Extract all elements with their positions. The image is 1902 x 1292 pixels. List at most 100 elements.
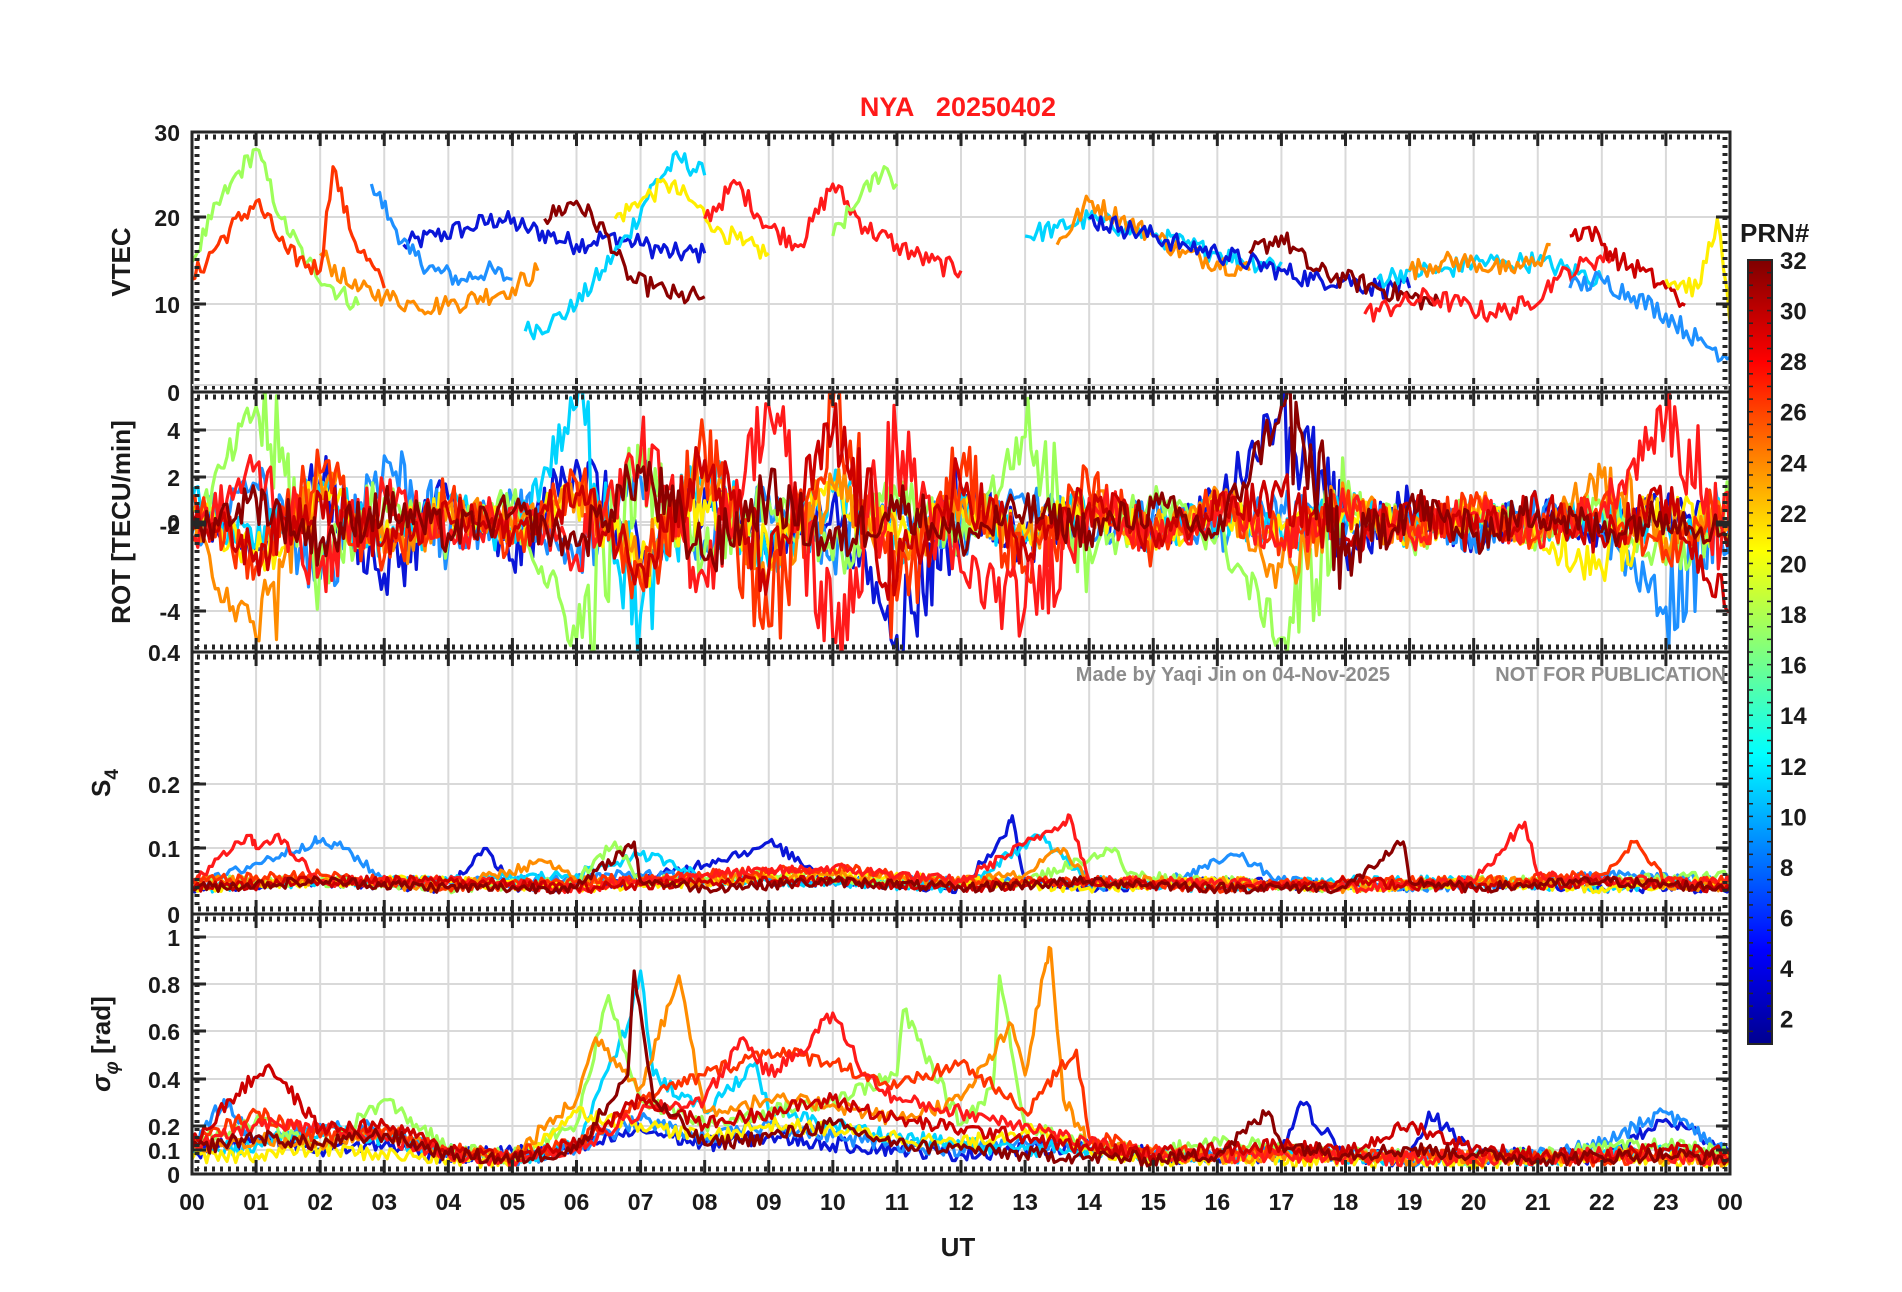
rot-series-group [192,392,1730,652]
colorbar-tick-label: 14 [1780,703,1807,730]
colorbar-tick-label: 30 [1780,299,1807,326]
rot-y-label: ROT [TECU/min] [106,420,136,624]
vtec-series-line [318,249,540,316]
sigma_phi-y-tick-label: 0.6 [148,1019,180,1045]
s4-y-tick-label: 0.1 [148,836,180,862]
rot-y-tick-label: -2 [160,513,180,539]
vtec-series-line [192,165,386,289]
vtec-series-group [192,147,1730,363]
x-tick-label: 11 [885,1189,910,1215]
vtec-series-line [369,183,513,286]
sigma_phi-y-tick-label: 1 [167,925,180,951]
x-tick-label: 13 [1012,1189,1038,1215]
colorbar-tick-label: 8 [1780,855,1793,882]
vtec-y-tick-label: 0 [167,380,180,406]
rot-y-tick-label: 0 [167,510,180,536]
x-tick-label: 22 [1589,1189,1615,1215]
watermark-author: Made by Yaqi Jin on 04-Nov-2025 [1076,664,1390,686]
x-tick-label: 15 [1140,1189,1166,1215]
sigma_phi-y-label: σφ [rad] [86,996,123,1092]
x-tick-label: 14 [1076,1189,1102,1215]
rot-series-line [192,392,1730,640]
panel-s4: 0 0.1 0.2 0.4 S4 [86,640,1732,928]
panel-rot: -4 -20 2 4 ROT [TECU/min] [106,384,1732,654]
colorbar-tick-label: 28 [1780,349,1807,376]
x-tick-label: 00 [1717,1189,1743,1215]
vtec-series-line [1408,242,1551,281]
sigma_phi-y-tick-label: 0.4 [148,1067,180,1093]
x-tick-label: 07 [628,1189,654,1215]
x-tick-label: 08 [692,1189,718,1215]
vtec-series-line [1248,231,1443,311]
s4-series-line [192,839,1730,895]
vtec-series-line [402,210,707,264]
sigma_phi-series-line [192,1063,1730,1165]
colorbar-tick-label: 12 [1780,754,1807,781]
x-tick-label: 17 [1269,1189,1295,1215]
x-tick-label: 01 [243,1189,269,1215]
colorbar-tick-label: 16 [1780,653,1807,680]
colorbar-tick-label: 20 [1780,551,1807,578]
vtec-series-line [1569,225,1686,308]
sigma_phi-series-group [192,945,1730,1171]
vtec-series-line [831,165,899,237]
sigma_phi-y-tick-label: 0 [167,1162,180,1188]
vtec-series-line [192,147,361,311]
vtec-series-line [703,179,963,279]
colorbar-tick-label: 26 [1780,400,1807,427]
sigma_phi-y-tick-label: 0.1 [148,1138,180,1164]
vtec-series-line [613,178,770,260]
x-tick-label: 06 [564,1189,590,1215]
colorbar-tick-label: 2 [1780,1007,1793,1034]
x-tick-label: 16 [1205,1189,1231,1215]
sigma_phi-y-tick-label: 0.2 [148,1114,180,1140]
x-tick-label: 00 [179,1189,205,1215]
vtec-series-line [1568,270,1730,363]
vtec-y-tick-label: 20 [154,205,180,231]
x-tick-label: 19 [1397,1189,1423,1215]
x-tick-label: 10 [820,1189,846,1215]
sigma_phi-y-tick-label: 0.8 [148,972,180,998]
vtec-y-tick-label: 30 [154,120,180,146]
s4-y-tick-label: 0.2 [148,772,180,798]
panel-sigma_phi: 00.10.2 0.4 0.6 0.8 1 σφ [rad] [86,912,1732,1188]
colorbar-tick-label: 18 [1780,602,1807,629]
colorbar-tick-label: 10 [1780,804,1807,831]
colorbar-tick-label: 22 [1780,501,1807,528]
x-tick-label: 04 [436,1189,462,1215]
x-tick-labels: 00 01 02 03 04 05 06 07 08 09 10 11 12 13 14 15 16 17 18 19… [179,1189,1743,1215]
x-tick-label: 18 [1333,1189,1359,1215]
s4-series-group [192,813,1730,895]
x-tick-label: 03 [371,1189,397,1215]
x-tick-label: 21 [1525,1189,1551,1215]
vtec-series-line [543,199,706,305]
x-tick-label: 05 [500,1189,526,1215]
x-tick-label: 12 [948,1189,974,1215]
rot-y-tick-label: 2 [167,465,180,491]
watermark-notice: NOT FOR PUBLICATION [1495,664,1726,686]
sigma_phi-series-line [192,969,1730,1168]
x-axis-label: UT [941,1232,976,1262]
colorbar-tick-label: 4 [1780,956,1794,983]
colorbar-title: PRN# [1740,218,1810,248]
x-tick-label: 02 [307,1189,333,1215]
vtec-series-line [523,150,707,341]
x-tick-label: 23 [1653,1189,1679,1215]
colorbar-tick-label: 24 [1780,450,1807,477]
rot-y-tick-label: -4 [160,599,181,625]
vtec-series-line [1664,217,1730,323]
rot-y-tick-label: 4 [167,418,180,444]
s4-y-tick-label: 0.4 [148,640,180,666]
vtec-y-label: VTEC [106,227,136,297]
x-tick-label: 20 [1461,1189,1487,1215]
colorbar-tick-label: 6 [1780,906,1793,933]
x-tick-label: 09 [756,1189,782,1215]
rot-series-line [192,392,1730,590]
vtec-series-line [1088,214,1412,300]
colorbar-tick-label: 32 [1780,248,1807,275]
chart-title: NYA 20250402 [860,92,1056,122]
s4-y-label: S4 [86,769,123,797]
